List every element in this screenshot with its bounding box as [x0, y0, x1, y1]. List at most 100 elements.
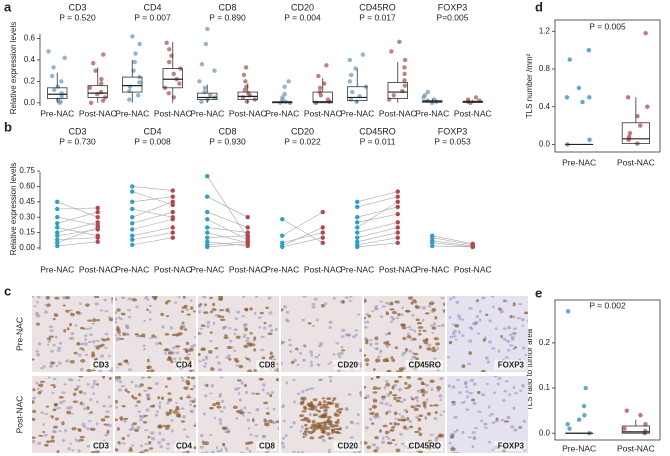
data-point: [57, 100, 62, 105]
stained-cell: [116, 376, 121, 380]
pair-line: [357, 206, 398, 218]
data-point: [355, 235, 360, 240]
stained-cell: [485, 313, 489, 317]
nucleus: [472, 435, 476, 439]
stained-cell: [188, 347, 194, 352]
nucleus: [356, 422, 360, 425]
ihc-image: CD3: [32, 376, 113, 453]
stained-cell: [174, 345, 181, 348]
nucleus: [189, 403, 192, 407]
stained-cell: [61, 421, 65, 426]
stained-cell: [275, 378, 279, 382]
tissue: [115, 376, 196, 453]
data-point: [397, 39, 402, 44]
stained-cell: [325, 426, 331, 430]
x-tick-label: Post-NAC: [154, 264, 192, 274]
data-point: [130, 189, 135, 194]
pair-line: [57, 241, 98, 247]
nucleus: [39, 367, 45, 370]
nucleus: [254, 423, 258, 427]
data-point: [395, 199, 400, 205]
nucleus: [143, 347, 146, 351]
nucleus: [37, 441, 42, 446]
data-point: [199, 99, 204, 104]
nucleus: [99, 309, 104, 312]
stained-cell: [402, 336, 407, 341]
stained-cell: [438, 433, 443, 438]
pair-line: [282, 232, 323, 244]
stained-cell: [116, 308, 121, 312]
stained-cell: [364, 298, 367, 303]
data-point: [99, 77, 104, 82]
nucleus: [216, 450, 221, 453]
stained-cell: [32, 436, 36, 440]
nucleus: [66, 406, 70, 410]
data-point: [55, 225, 60, 230]
data-point: [55, 199, 60, 205]
nucleus: [349, 420, 354, 424]
stained-cell: [394, 346, 398, 350]
nucleus: [144, 442, 149, 446]
nucleus: [384, 435, 389, 438]
data-point: [360, 52, 366, 57]
stained-cell: [79, 402, 83, 405]
data-point: [130, 215, 135, 220]
nucleus: [494, 327, 498, 330]
nucleus: [461, 430, 465, 435]
nucleus: [310, 387, 315, 390]
nucleus: [221, 326, 226, 330]
nucleus: [335, 342, 340, 345]
nucleus: [292, 378, 296, 382]
stained-cell: [52, 408, 57, 412]
stained-cell: [76, 342, 80, 345]
stained-cell: [269, 351, 273, 356]
data-point: [645, 104, 650, 109]
stained-cell: [421, 393, 425, 397]
nucleus: [52, 377, 57, 381]
stained-cell: [79, 435, 85, 439]
data-point: [55, 221, 60, 226]
stained-cell: [404, 381, 407, 385]
stained-cell: [48, 335, 54, 338]
nucleus: [472, 436, 477, 441]
nucleus: [379, 351, 382, 354]
nucleus: [292, 450, 296, 453]
stained-cell: [263, 401, 268, 405]
nucleus: [260, 348, 265, 352]
stained-cell: [312, 413, 318, 417]
nucleus: [465, 390, 469, 394]
nucleus: [463, 380, 468, 385]
nucleus: [149, 336, 154, 340]
group-title: CD8: [218, 126, 236, 136]
nucleus: [174, 301, 178, 305]
nucleus: [364, 321, 367, 324]
data-point: [205, 230, 210, 235]
data-point: [320, 230, 325, 235]
nucleus: [86, 383, 91, 386]
nucleus: [83, 342, 88, 346]
nucleus: [461, 318, 464, 321]
data-point: [130, 227, 135, 232]
data-point: [170, 230, 175, 235]
nucleus: [254, 311, 257, 316]
nucleus: [178, 356, 182, 360]
nucleus: [439, 377, 444, 381]
stained-cell: [391, 311, 397, 315]
nucleus: [180, 324, 185, 327]
nucleus: [483, 422, 488, 426]
stained-cell: [373, 449, 379, 453]
nucleus: [71, 449, 75, 452]
data-point: [243, 65, 249, 70]
nucleus: [318, 378, 323, 381]
y-tick-label: 0.8: [539, 64, 551, 73]
stained-cell: [53, 403, 58, 407]
stained-cell: [70, 312, 75, 317]
data-point: [199, 62, 205, 67]
stained-cell: [49, 361, 56, 365]
nucleus: [356, 313, 361, 316]
stained-cell: [412, 337, 417, 341]
data-point: [95, 209, 100, 215]
nucleus: [524, 354, 527, 357]
stained-cell: [371, 404, 378, 409]
nucleus: [458, 391, 462, 395]
